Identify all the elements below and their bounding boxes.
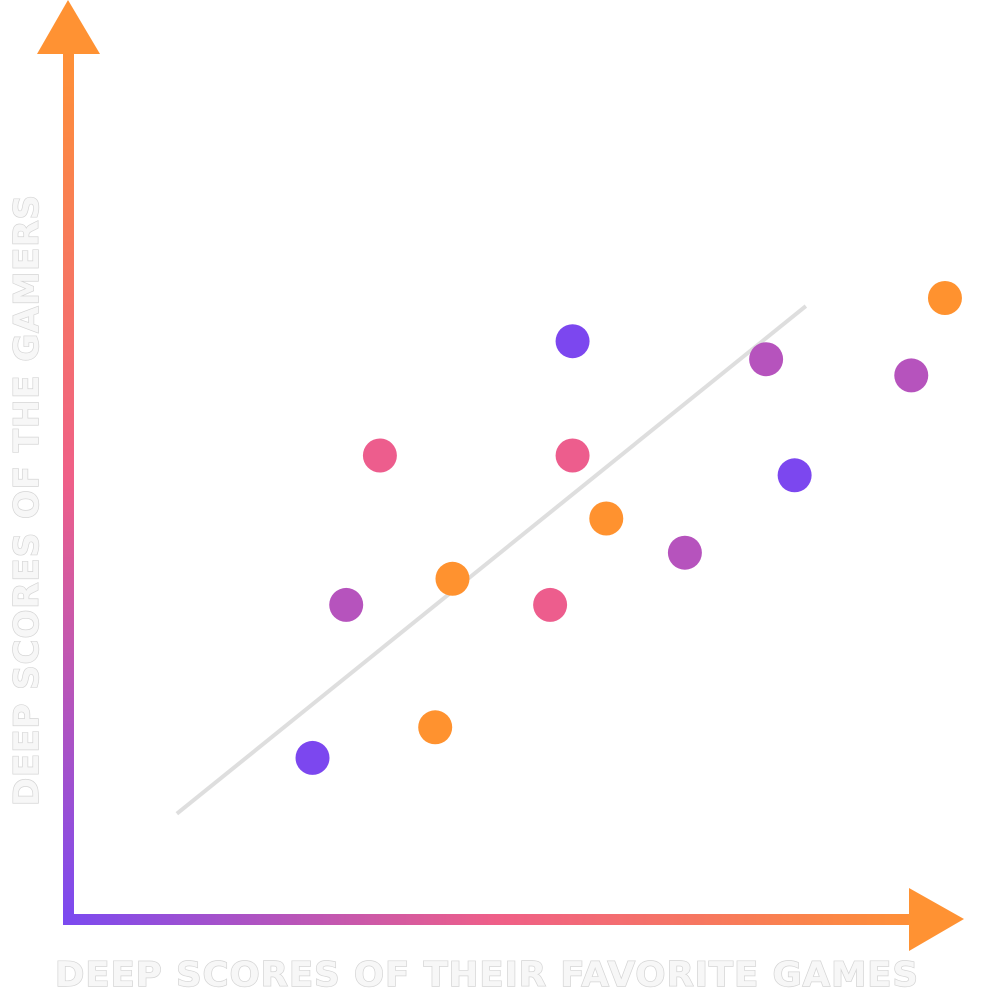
data-point-8: [589, 501, 624, 536]
data-point-11: [749, 342, 784, 377]
data-point-1: [295, 740, 330, 775]
data-point-14: [927, 281, 962, 315]
data-point-2: [418, 710, 453, 745]
data-point-5: [533, 587, 568, 622]
data-point-6: [362, 438, 397, 473]
data-points: [295, 281, 962, 775]
data-point-4: [435, 561, 470, 596]
data-point-7: [555, 438, 590, 473]
y-axis-arrowhead: [37, 0, 100, 54]
data-point-9: [667, 535, 702, 570]
trend-line: [175, 304, 808, 816]
x-axis-line: [63, 914, 923, 925]
data-point-3: [329, 587, 364, 622]
x-axis: [63, 888, 964, 951]
y-axis-label: DEEP SCORES OF THE GAMERS: [7, 194, 47, 806]
y-axis: [37, 0, 100, 924]
x-axis-label: DEEP SCORES OF THEIR FAVORITE GAMES: [55, 955, 919, 995]
data-point-13: [894, 358, 929, 393]
data-point-12: [777, 458, 812, 493]
y-axis-line: [63, 48, 74, 924]
x-axis-arrowhead: [909, 888, 964, 951]
data-point-10: [555, 324, 590, 359]
